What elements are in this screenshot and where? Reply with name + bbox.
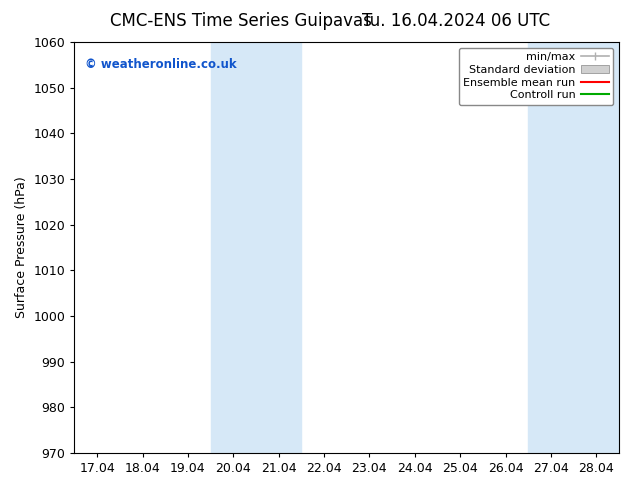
Legend: min/max, Standard deviation, Ensemble mean run, Controll run: min/max, Standard deviation, Ensemble me… <box>459 48 614 105</box>
Text: © weatheronline.co.uk: © weatheronline.co.uk <box>86 58 237 72</box>
Text: Tu. 16.04.2024 06 UTC: Tu. 16.04.2024 06 UTC <box>363 12 550 30</box>
Bar <box>528 42 619 453</box>
Y-axis label: Surface Pressure (hPa): Surface Pressure (hPa) <box>15 176 28 318</box>
Text: CMC-ENS Time Series Guipavas: CMC-ENS Time Series Guipavas <box>110 12 372 30</box>
Bar <box>210 42 301 453</box>
